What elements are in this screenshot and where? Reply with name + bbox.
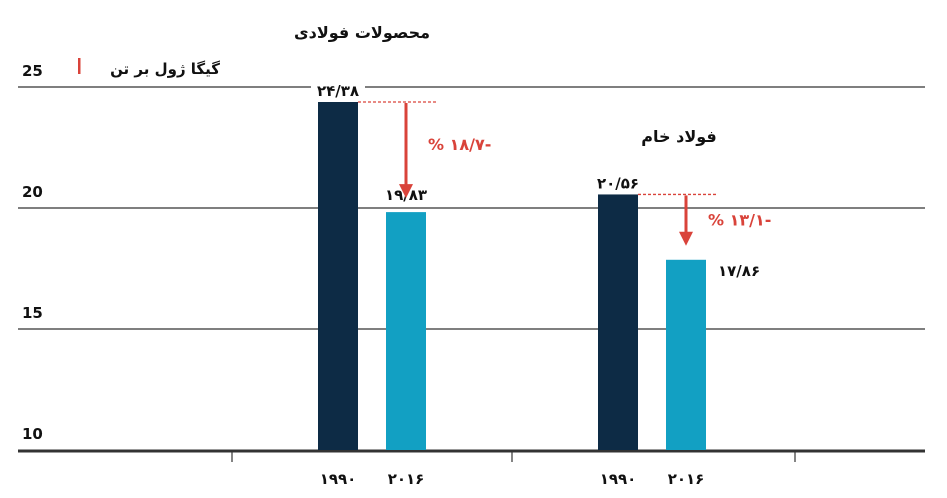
y-tick-label-20: 20 bbox=[22, 183, 43, 201]
value-label-bg-1-0 bbox=[591, 172, 645, 193]
bar-1-1 bbox=[666, 259, 706, 450]
change-label-0: % ۱۸/۷- bbox=[428, 135, 491, 154]
y-tick-label-25: 25 bbox=[22, 62, 43, 80]
bar-0-0 bbox=[318, 102, 358, 450]
unit-label-marker bbox=[78, 58, 81, 74]
x-tick-label-0-1: ۲۰۱۶ bbox=[388, 470, 425, 488]
label-layer: 25 20 15 10 گیگا ژول بر تن محصولات فولادی ۱۹۹۰… bbox=[22, 23, 771, 488]
bar-0-1 bbox=[386, 212, 426, 450]
value-label-0-0: ۲۴/۳۸ bbox=[317, 82, 359, 100]
value-label-1-1: ۱۷/۸۶ bbox=[718, 262, 760, 280]
value-label-bg-0-0 bbox=[311, 80, 365, 101]
change-arrow-head-1 bbox=[679, 231, 693, 246]
group-title-1: فولاد خام bbox=[641, 127, 716, 146]
y-tick-label-10: 10 bbox=[22, 425, 43, 443]
x-tick-label-0-0: ۱۹۹۰ bbox=[320, 470, 357, 488]
x-tick-label-1-0: ۱۹۹۰ bbox=[600, 470, 637, 488]
y-tick-label-15: 15 bbox=[22, 304, 43, 322]
bar-layer bbox=[318, 102, 706, 450]
change-label-1: % ۱۳/۱- bbox=[708, 210, 771, 229]
change-arrow-head-0 bbox=[399, 184, 413, 199]
unit-label: گیگا ژول بر تن bbox=[110, 60, 220, 78]
grid-layer bbox=[18, 86, 925, 462]
value-label-1-0: ۲۰/۵۶ bbox=[597, 174, 639, 192]
x-tick-label-1-1: ۲۰۱۶ bbox=[668, 470, 705, 488]
bar-1-0 bbox=[598, 194, 638, 450]
group-title-0: محصولات فولادی bbox=[294, 23, 430, 42]
